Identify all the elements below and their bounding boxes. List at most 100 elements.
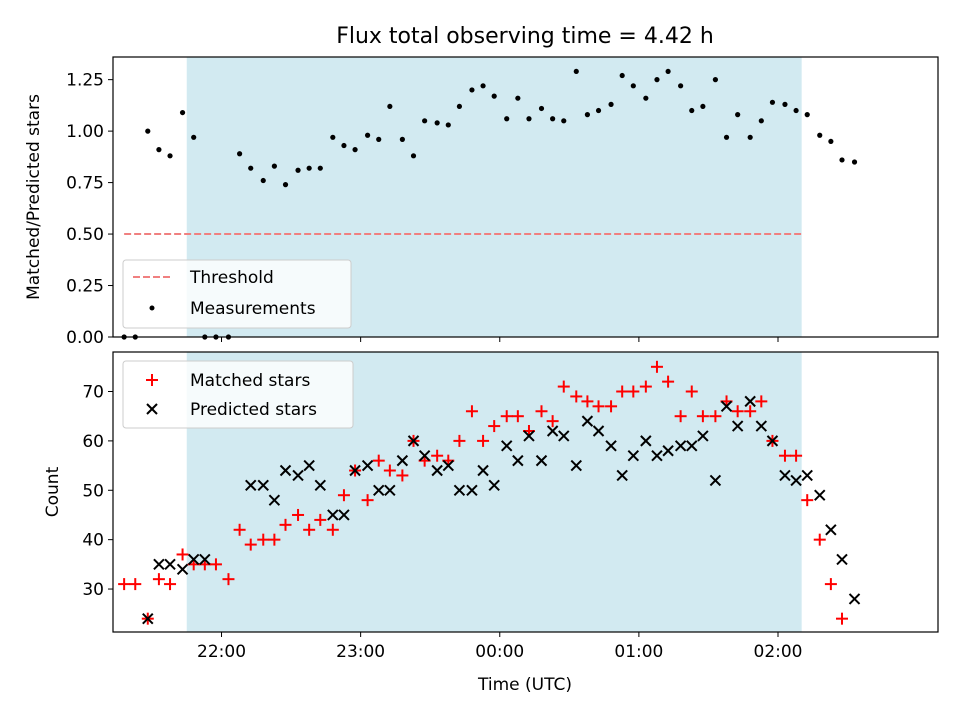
predicted-star-point <box>501 440 513 452</box>
matched-star-point <box>801 494 814 507</box>
measurement-point <box>526 116 532 122</box>
measurement-point <box>584 112 591 118</box>
top-legend-box <box>122 259 352 329</box>
matched-star-point <box>731 405 744 418</box>
matched-star-point <box>546 415 559 428</box>
measurement-point <box>352 147 358 153</box>
measurement-point <box>248 165 254 171</box>
predicted-star-point <box>570 459 582 472</box>
predicted-star-point <box>396 454 409 467</box>
matched-star-point <box>616 385 629 398</box>
predicted-star-point <box>384 484 396 496</box>
measurement-point <box>550 116 556 122</box>
matched-star-point <box>836 612 849 625</box>
matched-star-point <box>326 523 339 536</box>
matched-star-point <box>488 420 501 433</box>
matched-star-point <box>176 548 189 561</box>
xtick-label: 22:00 <box>197 642 246 662</box>
matched-star-point <box>164 578 177 591</box>
top-ytick-label: 0.75 <box>66 174 104 194</box>
predicted-star-point <box>697 430 709 442</box>
matched-star-point <box>431 449 444 462</box>
bottom-ytick-label: 30 <box>82 580 104 600</box>
predicted-star-point <box>779 469 791 482</box>
matched-star-point <box>303 523 316 536</box>
chart-title: Flux total observing time = 4.42 h <box>336 24 714 49</box>
predicted-star-point <box>801 469 813 482</box>
matched-star-point <box>383 464 396 477</box>
predicted-star-point <box>558 430 570 442</box>
predicted-star-point <box>512 454 524 467</box>
measurements-legend-swatch <box>149 305 155 311</box>
measurement-point <box>654 77 660 83</box>
bottom-y-axis-label: Count <box>43 466 63 517</box>
x-axis-label: Time (UTC) <box>477 675 572 695</box>
predicted-star-point <box>466 484 478 496</box>
matched-star-point <box>535 405 548 418</box>
matched-star-point <box>627 385 640 398</box>
matched-star-point <box>511 410 524 423</box>
bottom-legend: Matched stars Predicted stars <box>122 360 354 429</box>
predicted-star-point <box>755 420 768 432</box>
bottom-legend-box <box>122 360 354 429</box>
predicted-star-point <box>616 469 628 482</box>
measurement-point <box>851 159 858 165</box>
measurement-point <box>804 112 810 118</box>
predicted-legend-label: Predicted stars <box>190 400 317 420</box>
matched-star-point <box>662 375 675 388</box>
top-plot-frame <box>112 56 939 338</box>
matched-star-point <box>222 573 235 586</box>
predicted-star-point <box>651 449 663 462</box>
measurement-point <box>561 118 567 124</box>
measurement-point <box>237 151 243 157</box>
predicted-star-point <box>535 454 548 467</box>
matched-star-point <box>755 395 768 408</box>
matched-star-point <box>361 494 374 507</box>
predicted-star-point <box>674 440 687 452</box>
matched-star-point <box>465 405 478 418</box>
measurement-point <box>723 134 730 140</box>
measurement-point <box>595 107 602 114</box>
measurement-point <box>410 153 417 159</box>
predicted-star-point <box>766 435 779 447</box>
bottom-ytick-label: 40 <box>82 531 104 551</box>
matched-star-point <box>396 469 409 482</box>
predicted-star-point <box>523 430 535 442</box>
measurement-point <box>399 136 405 142</box>
measurement-point <box>317 165 323 171</box>
top-ytick-label: 1.25 <box>66 71 104 91</box>
measurement-point <box>608 101 614 107</box>
measurement-point <box>643 95 649 101</box>
predicted-star-point <box>349 464 361 477</box>
matched-star-point <box>279 518 292 531</box>
top-ytick-label: 0.00 <box>66 328 104 348</box>
matched-star-point <box>152 573 165 586</box>
measurement-point <box>179 109 186 116</box>
predicted-star-point <box>187 553 200 566</box>
measurement-point <box>758 118 764 124</box>
measurement-point <box>156 147 162 153</box>
matched-star-point <box>674 410 687 423</box>
measurement-point <box>665 68 671 75</box>
predicted-star-point <box>431 464 443 477</box>
measurement-point <box>260 177 266 184</box>
measurement-point <box>769 99 776 105</box>
predicted-star-point <box>373 484 385 496</box>
measurement-point <box>817 132 823 138</box>
measurement-point <box>445 122 451 128</box>
measurement-point <box>491 93 497 99</box>
matched-star-point <box>118 578 131 591</box>
predicted-star-point <box>176 563 189 575</box>
predicted-star-point <box>292 469 304 482</box>
predicted-star-point <box>790 474 802 487</box>
measurement-point <box>306 165 312 171</box>
matched-star-point <box>233 523 246 536</box>
bottom-ytick-label: 50 <box>82 481 104 501</box>
matched-star-point <box>292 508 305 521</box>
count-plot: 30 40 50 60 70 22:00 23:00 00:00 01:00 02:00 <box>82 351 939 662</box>
matched-star-point <box>570 390 583 403</box>
matched-star-point <box>477 434 490 447</box>
matched-star-point <box>790 449 803 462</box>
predicted-star-point <box>848 593 861 605</box>
matched-legend-label: Matched stars <box>190 371 310 391</box>
